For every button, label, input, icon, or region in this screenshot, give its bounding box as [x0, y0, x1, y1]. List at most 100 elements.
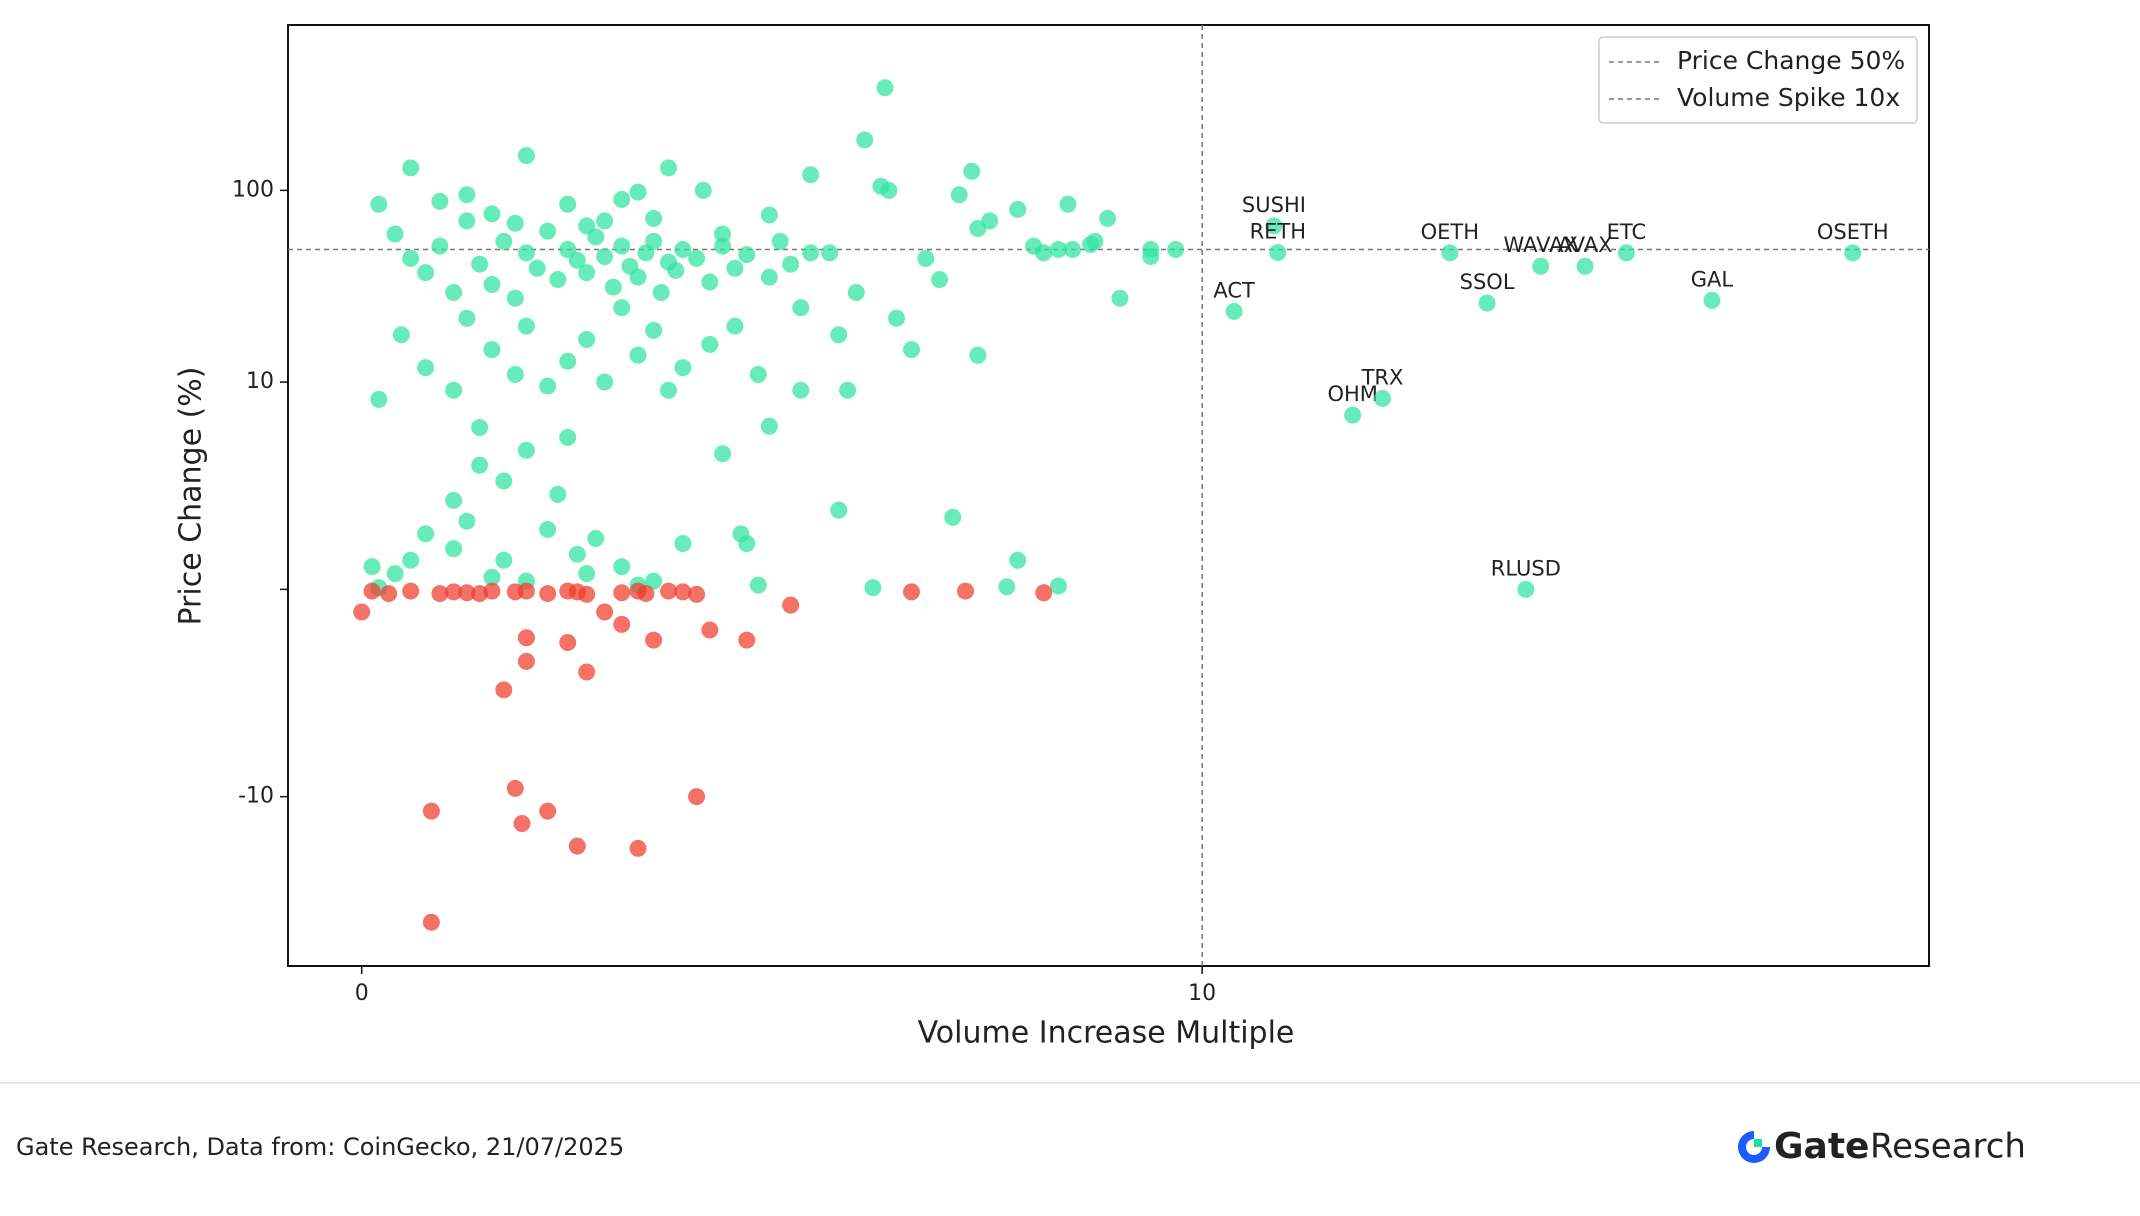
y-axis-label: Price Change (%) [174, 366, 209, 625]
point-label: TRX [1361, 365, 1404, 389]
point-label: RETH [1250, 220, 1306, 244]
data-point [506, 289, 524, 307]
data-point [386, 565, 404, 583]
data-point [596, 248, 614, 266]
data-point [660, 582, 678, 600]
data-point [417, 359, 435, 377]
data-point [660, 159, 678, 177]
data-point [559, 352, 577, 370]
data-point [674, 240, 692, 258]
data-point [578, 585, 596, 603]
data-point [847, 283, 865, 301]
data-point [517, 244, 535, 262]
logo-square [1754, 1139, 1762, 1147]
data-point [839, 381, 857, 399]
data-point [645, 321, 663, 339]
data-point [629, 346, 647, 364]
brand-logo [1738, 1131, 1770, 1163]
data-point [981, 212, 999, 230]
data-point [902, 583, 920, 601]
data-point [792, 299, 810, 317]
data-point [471, 419, 489, 437]
data-point [1009, 200, 1027, 218]
data-point [458, 512, 476, 530]
labeled-point [1225, 302, 1243, 320]
data-point [517, 441, 535, 459]
data-point [422, 913, 440, 931]
labeled-point [1844, 244, 1862, 262]
data-point [637, 585, 655, 603]
x-tick-label: 10 [1188, 981, 1216, 1006]
brand-name: Gate [1774, 1126, 1869, 1167]
data-point [445, 283, 463, 301]
data-point [431, 192, 449, 210]
data-point [1009, 551, 1027, 569]
data-point [771, 232, 789, 250]
data-point [688, 788, 706, 806]
data-point [445, 540, 463, 558]
point-label: SUSHI [1242, 193, 1306, 217]
data-point [471, 456, 489, 474]
legend-label: Price Change 50% [1677, 46, 1905, 75]
data-point [363, 558, 381, 576]
data-point [445, 381, 463, 399]
data-point [749, 366, 767, 384]
data-point [517, 582, 535, 600]
data-point [902, 341, 920, 359]
point-label: ACT [1213, 278, 1255, 302]
data-point [714, 225, 732, 243]
data-point [613, 584, 631, 602]
data-point [694, 181, 712, 199]
data-point [1142, 248, 1160, 266]
labeled-point [1373, 389, 1391, 407]
data-point [782, 596, 800, 614]
data-point [568, 251, 586, 269]
data-point [596, 603, 614, 621]
data-point [445, 491, 463, 509]
data-point [483, 205, 501, 223]
data-point [528, 259, 546, 277]
data-point [645, 631, 663, 649]
data-point [431, 585, 449, 603]
labeled-point [1576, 257, 1594, 275]
data-point [674, 534, 692, 552]
point-label: GAL [1691, 267, 1734, 291]
data-point [517, 652, 535, 670]
data-point [701, 335, 719, 353]
data-point [539, 585, 557, 603]
data-point [587, 530, 605, 548]
data-point [760, 206, 778, 224]
legend-box [1598, 36, 1918, 124]
data-point [471, 255, 489, 273]
data-point [578, 217, 596, 235]
point-label: OETH [1421, 220, 1479, 244]
point-label: RLUSD [1491, 556, 1561, 580]
data-point [458, 186, 476, 204]
data-point [760, 268, 778, 286]
data-point [674, 359, 692, 377]
data-point [402, 551, 420, 569]
data-point [738, 246, 756, 264]
data-point [392, 326, 410, 344]
point-label: OHM [1327, 382, 1377, 406]
data-point [559, 634, 577, 652]
data-point [604, 278, 622, 296]
data-point [613, 237, 631, 255]
data-point [613, 190, 631, 208]
data-point [495, 551, 513, 569]
data-point [629, 839, 647, 857]
data-point [714, 237, 732, 255]
data-point [963, 162, 981, 180]
data-point [495, 472, 513, 490]
data-point [578, 330, 596, 348]
data-point [1086, 232, 1104, 250]
data-point [1167, 240, 1185, 258]
legend-label: Volume Spike 10x [1677, 83, 1900, 112]
labeled-point [1478, 294, 1496, 312]
data-point [539, 222, 557, 240]
data-point [1059, 195, 1077, 213]
data-point [386, 225, 404, 243]
data-point [517, 317, 535, 335]
